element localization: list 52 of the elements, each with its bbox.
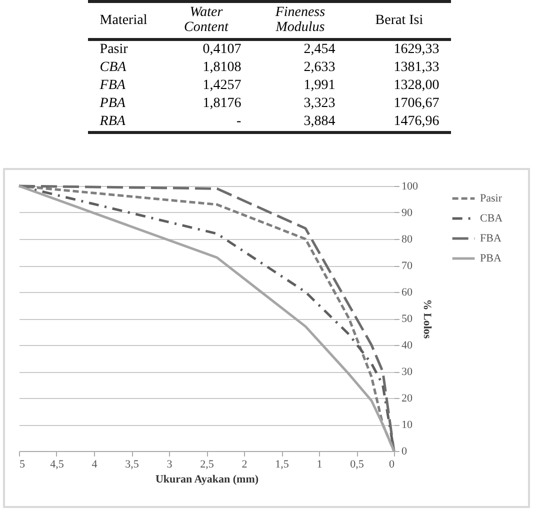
- text: 1629,33: [394, 42, 440, 57]
- legend-label: FBA: [480, 232, 502, 244]
- category-label: Pasir: [100, 42, 128, 57]
- text: 1,4257: [202, 78, 242, 93]
- y-tick-label: 50: [402, 313, 413, 325]
- category-label: PBA: [100, 96, 126, 111]
- x-tick-label: 4: [92, 458, 98, 470]
- y-tick-label: 70: [402, 260, 413, 272]
- y-tick-label: 40: [402, 340, 413, 352]
- y-axis-title: % Lolos: [421, 299, 433, 340]
- x-tick-label: 0,5: [350, 458, 364, 470]
- text: 0,4107: [202, 42, 242, 57]
- y-tick-label: 80: [402, 234, 413, 246]
- y-tick-label: 20: [402, 392, 413, 404]
- text: Material: [88, 2, 160, 40]
- text: 1706,67: [394, 96, 440, 111]
- x-tick-label: 1: [316, 458, 322, 470]
- x-tick-label: 0: [389, 458, 395, 470]
- text: 1328,00: [394, 78, 440, 93]
- x-tick-label: 2,5: [200, 458, 214, 470]
- legend-label: CBA: [480, 212, 503, 224]
- category-label: CBA: [100, 60, 126, 75]
- category-label: Berat Isi: [347, 2, 452, 40]
- text: 2,454: [304, 42, 336, 57]
- y-tick-label: 60: [402, 286, 413, 298]
- legend-label: Pasir: [480, 192, 502, 204]
- x-tick-label: 5: [20, 458, 26, 470]
- x-axis-title: Ukuran Ayakan (mm): [155, 474, 259, 486]
- y-tick-label: 100: [402, 180, 418, 192]
- text: 3,884: [304, 114, 336, 129]
- text: 1,991: [304, 78, 336, 93]
- x-tick-label: 3,5: [125, 458, 140, 470]
- x-tick-label: 2: [242, 458, 248, 470]
- text: 1,8108: [202, 60, 242, 75]
- x-tick-label: 3: [166, 458, 173, 470]
- text: 1381,33: [394, 60, 440, 75]
- text: 1,8176: [202, 96, 242, 111]
- x-tick-label: 4,5: [50, 458, 64, 470]
- text: -: [236, 114, 242, 129]
- y-tick-label: 10: [402, 419, 413, 431]
- text: 2,633: [304, 60, 336, 75]
- legend-label: PBA: [480, 252, 502, 264]
- text: 3,323: [304, 96, 336, 111]
- x-tick-label: 1,5: [275, 458, 290, 470]
- y-tick-label: 30: [402, 366, 413, 378]
- category-label: FBA: [100, 78, 126, 93]
- category-label: Fineness Modulus: [253, 2, 348, 40]
- category-label: Water Content: [159, 2, 254, 40]
- category-label: RBA: [100, 114, 126, 129]
- y-tick-label: 0: [402, 446, 408, 458]
- text: 1476,96: [394, 114, 440, 129]
- y-tick-label: 90: [402, 207, 413, 219]
